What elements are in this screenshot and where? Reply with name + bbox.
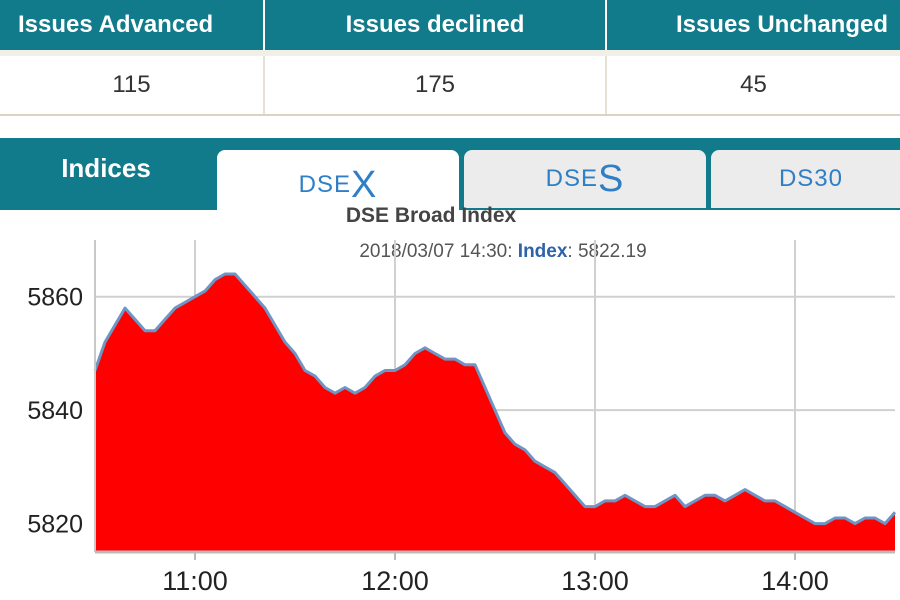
issues-unchanged-header: Issues Unchanged: [675, 11, 888, 38]
indices-label: Indices: [61, 152, 151, 183]
issues-summary-table: Issues Advanced Issues declined Issues U…: [0, 0, 900, 116]
y-tick-label-5860: 5860: [27, 284, 83, 312]
index-area-chart[interactable]: 5820 5840 5860 11:00 12:00 13:00 14:00: [0, 210, 900, 600]
chart-index-label: Index: [517, 241, 568, 262]
chart-title: DSE Broad Index: [345, 204, 517, 227]
y-tick-label-5840: 5840: [27, 397, 83, 425]
issues-advanced-header: Issues Advanced: [0, 0, 265, 50]
issues-summary-header: Issues Advanced Issues declined Issues U…: [0, 0, 900, 50]
indices-tab-bar: Indices DSE X DSE S DS30: [0, 138, 900, 220]
tab-ds30[interactable]: DS30: [711, 150, 900, 208]
x-tick-label-1200: 12:00: [361, 566, 429, 596]
issues-advanced-value: 115: [0, 56, 265, 114]
issues-declined-header: Issues declined: [265, 0, 607, 50]
issues-summary-values: 115 175 45: [0, 50, 900, 116]
tab-dses-suffix: S: [598, 158, 625, 200]
tab-dsex-suffix: X: [351, 164, 378, 206]
chart-index-separator: :: [567, 241, 573, 262]
tab-dses-prefix: DSE: [545, 165, 598, 192]
x-tick-label-1400: 14:00: [761, 566, 829, 596]
tab-dsex-prefix: DSE: [298, 171, 351, 198]
issues-unchanged-value: 45: [740, 71, 767, 98]
x-tick-label-1300: 13:00: [561, 566, 629, 596]
issues-declined-value: 175: [265, 56, 607, 114]
x-tick-label-1100: 11:00: [162, 566, 228, 596]
series-line-0: [93, 272, 897, 526]
y-tick-label-5820: 5820: [27, 511, 83, 539]
tab-dsex[interactable]: DSE X: [217, 150, 459, 220]
tab-dses[interactable]: DSE S: [464, 150, 706, 208]
chart-timestamp: 2018/03/07 14:30:: [359, 241, 513, 262]
